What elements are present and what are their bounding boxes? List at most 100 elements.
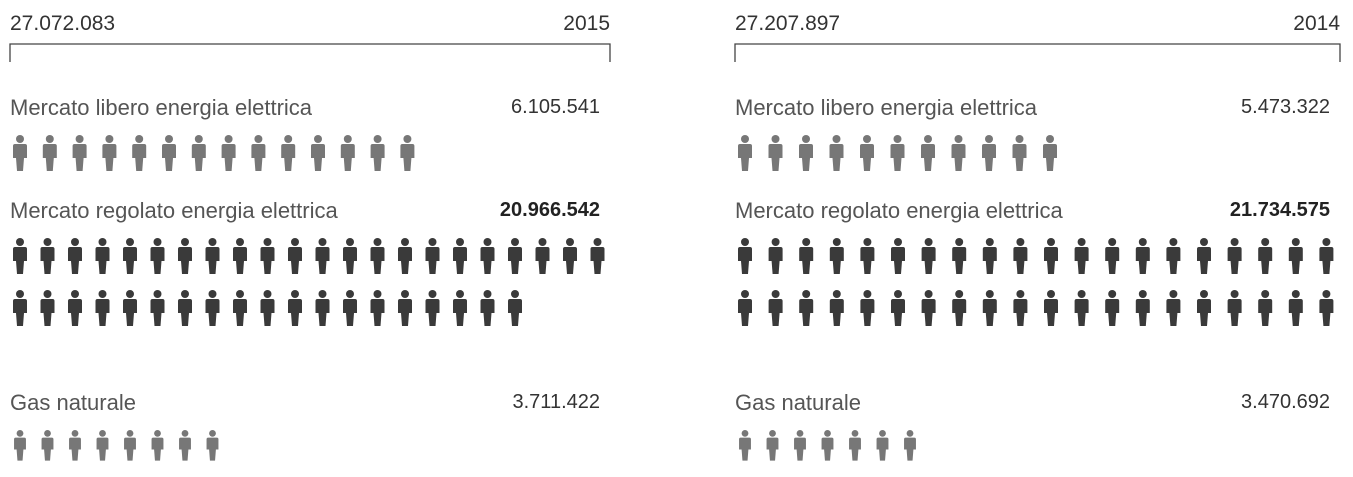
icon-body (1044, 247, 1058, 274)
person-icon (453, 238, 467, 274)
icon-head (16, 238, 24, 246)
icon-body (890, 144, 905, 171)
person-icon (1012, 135, 1027, 171)
icon-body (1044, 299, 1058, 326)
person-icon (150, 238, 165, 274)
icon-body (95, 247, 110, 274)
person-icon (1319, 290, 1334, 326)
person-icon (1288, 238, 1303, 274)
icon-body (982, 247, 997, 274)
icon-body (1166, 299, 1181, 326)
icon-head (263, 290, 272, 298)
icon-head (1169, 238, 1178, 246)
icon-head (741, 290, 749, 298)
person-icon (1166, 290, 1181, 326)
person-icon (766, 430, 779, 461)
icon-body (921, 247, 936, 274)
icon-body (951, 144, 966, 171)
icon-head (894, 238, 902, 246)
icon-head (566, 238, 574, 246)
icon-body (982, 144, 996, 171)
person-icon (191, 135, 206, 171)
person-icon (68, 238, 82, 274)
icon-head (71, 430, 79, 437)
icon-body (1074, 247, 1089, 274)
icon-head (314, 135, 322, 143)
icon-head (154, 430, 161, 437)
person-icon (590, 238, 605, 274)
icon-body (1135, 299, 1150, 326)
icon-head (1108, 238, 1117, 246)
person-icon (162, 135, 176, 171)
icon-head (71, 290, 79, 298)
icon-head (194, 135, 203, 143)
person-icon (1074, 238, 1089, 274)
person-icon (42, 135, 57, 171)
icon-head (1046, 135, 1054, 143)
person-icon (343, 238, 357, 274)
person-icon (508, 238, 522, 274)
icon-head (16, 290, 24, 298)
icon-head (954, 135, 963, 143)
person-icon (1043, 135, 1057, 171)
icon-body (68, 299, 82, 326)
icon-body (123, 247, 137, 274)
person-icon (738, 238, 752, 274)
icon-body (260, 247, 275, 274)
person-icon (343, 290, 357, 326)
icon-head (824, 430, 831, 437)
icon-head (832, 238, 841, 246)
icon-body (1105, 247, 1120, 274)
person-icon (738, 135, 752, 171)
person-icon (921, 238, 936, 274)
icon-body (1227, 247, 1242, 274)
icon-body (508, 299, 522, 326)
icon-head (181, 430, 189, 437)
icon-head (43, 238, 52, 246)
bracket (9, 43, 611, 62)
icon-body (233, 299, 247, 326)
person-icon (1227, 238, 1242, 274)
person-icon (982, 135, 996, 171)
person-icon (102, 135, 117, 171)
person-icon (829, 238, 844, 274)
icon-head (1200, 238, 1208, 246)
person-icon (288, 290, 302, 326)
person-icon (904, 430, 916, 461)
person-icon (40, 290, 55, 326)
icon-head (802, 238, 811, 246)
icon-head (75, 135, 84, 143)
person-icon (151, 430, 164, 461)
icon-body (1013, 247, 1028, 274)
person-icon (891, 290, 905, 326)
person-icon (40, 238, 55, 274)
person-icon (1135, 290, 1150, 326)
icon-body (251, 144, 266, 171)
icon-body (1135, 247, 1150, 274)
icon-head (538, 238, 547, 246)
year: 2014 (1293, 12, 1340, 35)
person-icon (1258, 238, 1273, 274)
icon-body (1105, 299, 1120, 326)
icon-body (821, 437, 834, 461)
icon-body (13, 299, 27, 326)
icon-body (952, 247, 967, 274)
person-icon (13, 238, 27, 274)
item-label: Mercato regolato energia elettrica (735, 198, 1063, 223)
person-icon (891, 238, 905, 274)
icon-body (162, 144, 176, 171)
person-icon (921, 135, 935, 171)
icon-head (741, 430, 749, 437)
icon-head (1016, 290, 1025, 298)
person-icon (260, 238, 275, 274)
icon-body (739, 437, 751, 461)
icon-body (1012, 144, 1027, 171)
person-icon (768, 135, 783, 171)
icon-body (425, 247, 440, 274)
person-icon (398, 290, 412, 326)
person-icon (315, 290, 330, 326)
icon-body (40, 299, 55, 326)
person-icon (738, 290, 752, 326)
icon-head (1291, 290, 1300, 298)
icon-body (178, 299, 192, 326)
